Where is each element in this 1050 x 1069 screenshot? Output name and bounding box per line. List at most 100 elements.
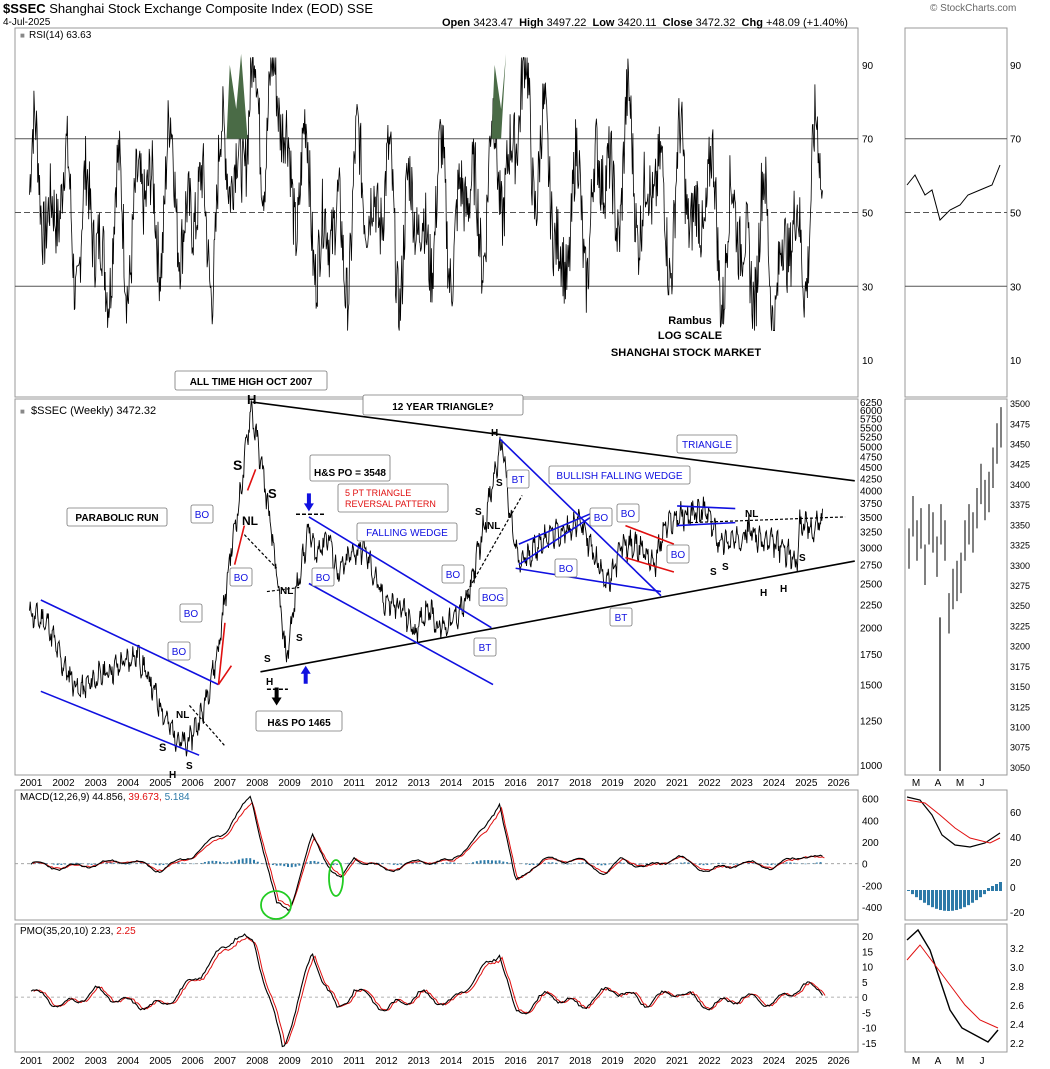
- macd-inset-signal: [906, 799, 1001, 844]
- bullish-wedge-bottom: [515, 567, 662, 593]
- macd-inset-histogram-bar: [991, 886, 994, 891]
- price-y-tick: 3750: [860, 499, 883, 510]
- inset-y-tick: 3425: [1010, 460, 1030, 470]
- rsi-line: [29, 57, 823, 331]
- pmo-inset-y-tick: 2.8: [1010, 982, 1024, 993]
- high-label: High: [519, 17, 544, 29]
- rsi-inset-line: [906, 164, 1001, 221]
- red-bo-line-1: [217, 622, 226, 685]
- x-tick-label-price: 2019: [601, 778, 624, 789]
- pmo-inset-y-tick: 2.2: [1010, 1039, 1024, 1050]
- x-tick-label-bottom: 2013: [408, 1056, 431, 1067]
- red-bo-line-2: [217, 665, 233, 686]
- marker-s: S: [159, 742, 166, 754]
- neckline-2024: [690, 516, 846, 524]
- price-y-tick: 4000: [860, 486, 883, 497]
- inset-y-tick: 3350: [1010, 520, 1030, 530]
- label-bo-7-box: [589, 507, 613, 527]
- rsi-inset-y-tick: 50: [1010, 209, 1022, 220]
- macd-title-part: MACD(12,26,9): [20, 792, 92, 803]
- neckline-2005: [188, 705, 226, 747]
- pmo-y-tick: 5: [862, 978, 868, 989]
- macd-signal-line: [32, 801, 825, 908]
- chg-label: Chg: [741, 17, 763, 29]
- label-bullish-falling-wedge: BULLISH FALLING WEDGE: [556, 471, 682, 482]
- ohlc-summary: Open 3423.47 High 3497.22 Low 3420.11 Cl…: [442, 17, 848, 29]
- inset-month-label: M: [912, 778, 920, 789]
- label-bt-13: BT: [615, 613, 628, 624]
- price-y-tick: 1500: [860, 681, 883, 692]
- label-bo-9-box: [666, 544, 690, 564]
- label-bo-3-box: [167, 641, 191, 661]
- inset-month-label: J: [980, 778, 985, 789]
- label-falling-wedge: FALLING WEDGE: [366, 528, 448, 539]
- pmo-y-tick: -5: [862, 1008, 871, 1019]
- pmo-title: PMO(35,20,10) 2.23, 2.25: [20, 926, 136, 937]
- pmo-signal-line: [33, 936, 826, 1045]
- neckline-2009: [266, 586, 300, 593]
- pmo-inset-y-tick: 2.6: [1010, 1001, 1024, 1012]
- label-hs-po-3548: H&S PO = 3548: [314, 468, 386, 479]
- x-tick-label-price: 2004: [117, 778, 140, 789]
- pmo-panel: [14, 923, 859, 1053]
- pmo-title-part: 2.25: [116, 926, 136, 937]
- high-value: 3497.22: [546, 17, 587, 29]
- watermark: © StockCharts.com: [930, 3, 1017, 14]
- rsi-title: RSI(14) 63.63: [29, 30, 92, 41]
- x-tick-label-price: 2015: [472, 778, 495, 789]
- macd-inset-histogram-bar: [975, 890, 978, 901]
- x-tick-label-bottom: 2001: [20, 1056, 43, 1067]
- macd-title: MACD(12,26,9) 44.856, 39.673, 5.184: [20, 792, 190, 803]
- note-shanghai: SHANGHAI STOCK MARKET: [611, 347, 761, 359]
- 12-year-triangle-top: [252, 401, 855, 482]
- inset-y-tick: 3150: [1010, 682, 1030, 692]
- price-y-tick: 2250: [860, 600, 883, 611]
- price-y-tick: 2000: [860, 624, 883, 635]
- macd-panel: [14, 789, 859, 921]
- macd-y-tick: 600: [862, 795, 879, 806]
- macd-inset-y-tick: 60: [1010, 808, 1022, 819]
- pmo-title-part: PMO(35,20,10): [20, 926, 91, 937]
- label-bo-8-box: [616, 503, 640, 523]
- x-tick-label-bottom: 2017: [537, 1056, 560, 1067]
- macd-inset-y-tick: -20: [1010, 908, 1025, 919]
- label-hs-po-1465: H&S PO 1465: [267, 718, 331, 729]
- inset-y-tick: 3375: [1010, 500, 1030, 510]
- x-tick-label-bottom: 2026: [827, 1056, 850, 1067]
- x-tick-label-bottom: 2006: [182, 1056, 205, 1067]
- inset-y-tick: 3450: [1010, 439, 1030, 449]
- label-bo-3: BO: [172, 647, 187, 658]
- macd-inset-histogram-bar: [987, 888, 990, 891]
- x-tick-label-price: 2006: [182, 778, 205, 789]
- x-tick-label-price: 2012: [375, 778, 398, 789]
- marker-h: H: [247, 392, 256, 407]
- marker-s: S: [233, 457, 242, 473]
- x-tick-label-price: 2022: [698, 778, 721, 789]
- label-5pt-triangle: 5 PT TRIANGLE: [345, 488, 411, 498]
- neckline-2015: [466, 495, 523, 592]
- x-tick-label-price: 2001: [20, 778, 43, 789]
- pmo-title-part: 2.23,: [91, 926, 116, 937]
- marker-s: S: [799, 553, 806, 564]
- macd-inset-histogram-bar: [955, 890, 958, 911]
- index-name: Shanghai Stock Exchange Composite Index …: [49, 1, 344, 16]
- rsi-inset-y-tick: 10: [1010, 356, 1022, 367]
- macd-inset-panel: [904, 789, 1008, 921]
- inset-month-label-bottom: M: [912, 1056, 920, 1067]
- price-y-tick: 1000: [860, 761, 883, 772]
- macd-inset-histogram-bar: [983, 890, 986, 895]
- macd-y-tick: -200: [862, 881, 882, 892]
- label-bt-11: BT: [512, 475, 525, 486]
- x-tick-label-price: 2002: [52, 778, 75, 789]
- pmo-y-tick: 15: [862, 947, 874, 958]
- macd-line: [30, 795, 823, 911]
- red-wedge-top: [625, 524, 675, 545]
- macd-inset-histogram-bar: [959, 890, 962, 909]
- inset-y-tick: 3500: [1010, 399, 1030, 409]
- x-tick-label-price: 2010: [311, 778, 334, 789]
- price-y-tick: 1250: [860, 717, 883, 728]
- label-bo-7: BO: [594, 513, 609, 524]
- x-tick-label-price: 2020: [634, 778, 657, 789]
- symbol: $SSEC: [3, 1, 46, 16]
